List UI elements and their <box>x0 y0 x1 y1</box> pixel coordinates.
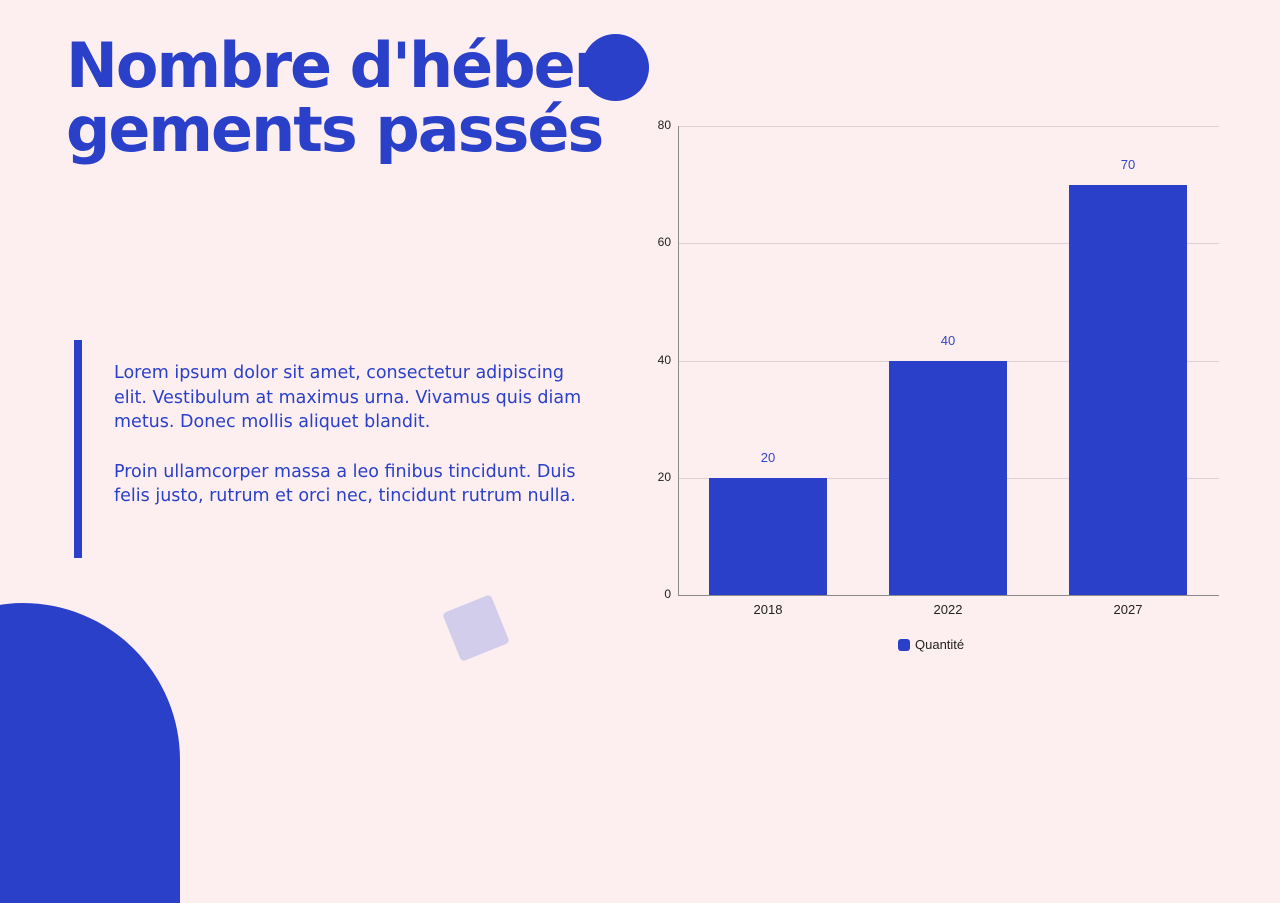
x-tick-label: 2022 <box>933 602 963 617</box>
x-tick-label: 2027 <box>1113 602 1143 617</box>
bar-chart: 0 20 40 60 80 20 2018 40 2022 70 2027 Quantité <box>640 110 1240 670</box>
legend-swatch <box>898 638 910 651</box>
legend: Quantité <box>898 637 964 652</box>
data-label: 20 <box>760 449 776 465</box>
y-tick-label: 80 <box>657 118 671 132</box>
paragraph: Lorem ipsum dolor sit amet, consectetur … <box>114 363 582 432</box>
gridline <box>679 243 1219 245</box>
x-tick-label: 2018 <box>753 602 783 617</box>
gridline <box>679 126 1219 127</box>
bar-2022 <box>889 360 1007 595</box>
y-tick-label: 60 <box>657 235 671 250</box>
data-label: 70 <box>1120 156 1136 172</box>
decorative-circle <box>582 34 649 101</box>
decorative-square <box>442 594 510 662</box>
bar-2018 <box>709 477 827 595</box>
plot-area: 0 20 40 60 80 20 2018 40 2022 70 2027 <box>658 118 1219 617</box>
y-tick-label: 20 <box>657 469 671 484</box>
legend-label: Quantité <box>915 637 965 652</box>
data-label: 40 <box>940 332 956 348</box>
decorative-blob <box>0 603 180 903</box>
body-text: Lorem ipsum dolor sit amet, consectetur … <box>114 361 594 534</box>
paragraph: Proin ullamcorper massa a leo finibus ti… <box>114 461 576 507</box>
y-tick-label: 40 <box>657 352 671 367</box>
slide-title: Nombre d'hébergements passés <box>66 29 604 166</box>
accent-bar <box>74 340 82 558</box>
y-tick-label: 0 <box>664 587 671 601</box>
bar-2027 <box>1069 184 1187 595</box>
